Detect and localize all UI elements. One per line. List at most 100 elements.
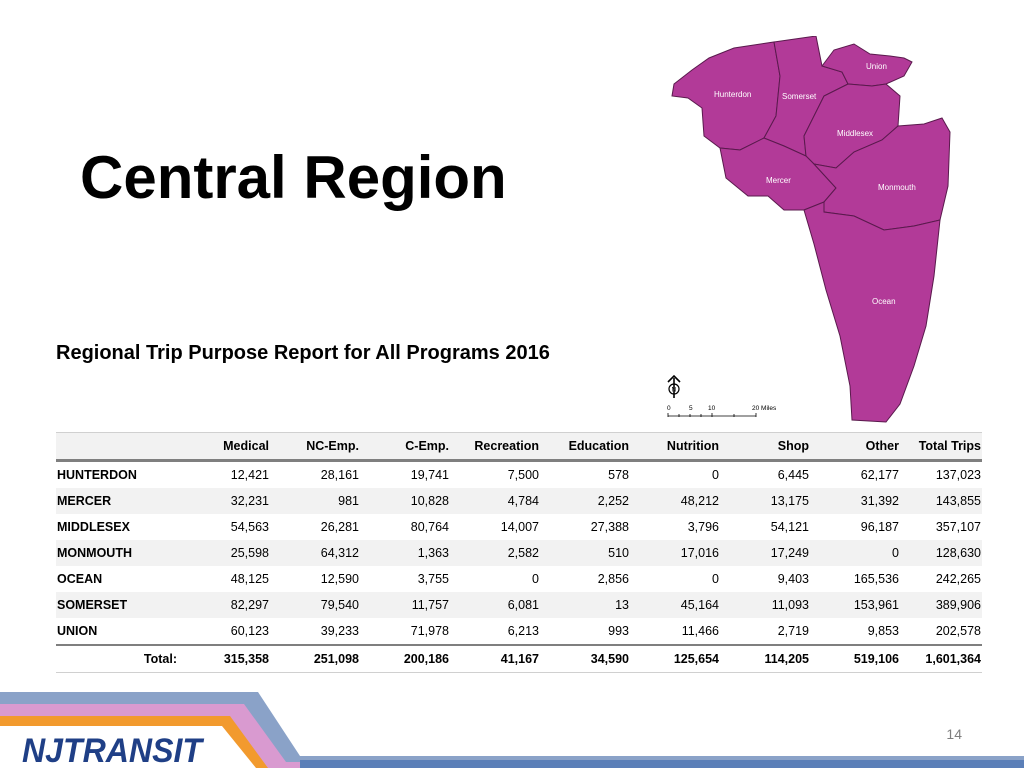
- table-cell: 143,855: [900, 488, 982, 514]
- table-cell: 993: [608, 624, 629, 638]
- map-label-mercer: Mercer: [766, 176, 791, 185]
- table-cell: 357,107: [935, 520, 981, 534]
- table-cell: 2,719: [777, 624, 809, 638]
- table-cell: 54,121: [770, 520, 809, 534]
- table-cell: 11,093: [720, 592, 810, 618]
- table-cell: 128,630: [900, 540, 982, 566]
- table-cell: 0: [810, 540, 900, 566]
- map-label-monmouth: Monmouth: [878, 183, 916, 192]
- table-cell: 62,177: [860, 468, 899, 482]
- county-cell: HUNTERDON: [57, 468, 137, 482]
- table-cell: 96,187: [860, 520, 899, 534]
- table-cell: 4,784: [450, 488, 540, 514]
- column-header-total-trips: Total Trips: [900, 432, 982, 462]
- table-cell: 80,764: [410, 520, 449, 534]
- county-cell: SOMERSET: [56, 592, 178, 618]
- table-row: HUNTERDON 12,421 28,161 19,741 7,500 578…: [56, 461, 982, 489]
- table-cell: 11,757: [360, 592, 450, 618]
- table-cell: 28,161: [320, 468, 359, 482]
- column-header-nutrition: Nutrition: [630, 432, 720, 462]
- table-cell: 79,540: [270, 592, 360, 618]
- table-cell: 2,252: [540, 488, 630, 514]
- table-cell: 9,403: [777, 572, 809, 586]
- column-header-education: Education: [540, 432, 630, 462]
- map-label-somerset: Somerset: [782, 92, 817, 101]
- total-cell: 251,098: [270, 644, 360, 673]
- table-cell: 64,312: [270, 540, 360, 566]
- total-cell: 1,601,364: [900, 644, 982, 673]
- scale-tick-5: 5: [689, 405, 693, 412]
- map-label-hunterdon: Hunterdon: [714, 90, 751, 99]
- table-cell: 981: [270, 488, 360, 514]
- table-cell: 6,081: [450, 592, 540, 618]
- table-cell: 45,164: [630, 592, 720, 618]
- column-header-other: Other: [810, 432, 900, 462]
- map-label-union: Union: [866, 62, 887, 71]
- table-cell: 19,741: [410, 468, 449, 482]
- table-cell: 202,578: [935, 624, 981, 638]
- table-cell: 3,796: [687, 520, 719, 534]
- table-cell: 6,213: [507, 624, 539, 638]
- central-region-map: Hunterdon Somerset Union Middlesex Merce…: [664, 36, 964, 426]
- logo-text: NJTRANSIT: [22, 732, 205, 770]
- table-header-row: Medical NC-Emp. C-Emp. Recreation Educat…: [56, 432, 982, 462]
- table-row: OCEAN 48,125 12,590 3,755 0 2,856 0 9,40…: [56, 566, 982, 592]
- table-cell: 26,281: [320, 520, 359, 534]
- county-cell: OCEAN: [57, 572, 103, 586]
- column-header-recreation: Recreation: [450, 432, 540, 462]
- total-cell: 519,106: [810, 644, 900, 673]
- north-arrow-icon: N: [667, 374, 681, 398]
- total-cell: 125,654: [630, 644, 720, 673]
- table-cell: 0: [712, 468, 719, 482]
- table-cell: 12,421: [230, 468, 269, 482]
- map-label-middlesex: Middlesex: [837, 129, 873, 138]
- table-cell: 48,125: [230, 572, 269, 586]
- table-cell: 14,007: [500, 520, 539, 534]
- column-header-county: [56, 432, 178, 462]
- county-cell: MERCER: [56, 488, 178, 514]
- scale-bar: 0 5 10 20 Miles: [667, 405, 777, 417]
- column-header-medical: Medical: [178, 432, 270, 462]
- table-cell: 17,016: [630, 540, 720, 566]
- column-header-nc-emp: NC-Emp.: [270, 432, 360, 462]
- table-cell: 0: [712, 572, 719, 586]
- table-row: MERCER 32,231 981 10,828 4,784 2,252 48,…: [56, 488, 982, 514]
- report-subtitle: Regional Trip Purpose Report for All Pro…: [56, 342, 550, 364]
- trip-purpose-table: Medical NC-Emp. C-Emp. Recreation Educat…: [56, 432, 982, 673]
- table-cell: 6,445: [777, 468, 809, 482]
- page-number: 14: [946, 726, 962, 742]
- table-cell: 17,249: [720, 540, 810, 566]
- table-row: MONMOUTH 25,598 64,312 1,363 2,582 510 1…: [56, 540, 982, 566]
- map-label-ocean: Ocean: [872, 297, 896, 306]
- table-cell: 13: [540, 592, 630, 618]
- table-cell: 165,536: [853, 572, 899, 586]
- county-cell: UNION: [57, 624, 98, 638]
- north-arrow-label: N: [672, 387, 677, 394]
- table-cell: 137,023: [935, 468, 981, 482]
- table-cell: 578: [608, 468, 629, 482]
- table-cell: 54,563: [230, 520, 269, 534]
- table-cell: 12,590: [320, 572, 359, 586]
- table-cell: 242,265: [935, 572, 981, 586]
- total-cell: 41,167: [450, 644, 540, 673]
- table-total-row: Total: 315,358 251,098 200,186 41,167 34…: [56, 644, 982, 673]
- county-cell: MIDDLESEX: [57, 520, 130, 534]
- column-header-shop: Shop: [720, 432, 810, 462]
- table-cell: 510: [540, 540, 630, 566]
- table-cell: 3,755: [417, 572, 449, 586]
- table-cell: 153,961: [810, 592, 900, 618]
- table-row: UNION 60,123 39,233 71,978 6,213 993 11,…: [56, 618, 982, 645]
- table-cell: 11,466: [681, 624, 719, 638]
- table-row: SOMERSET 82,297 79,540 11,757 6,081 13 4…: [56, 592, 982, 618]
- table-cell: 2,856: [597, 572, 629, 586]
- table-cell: 0: [532, 572, 539, 586]
- table-cell: 7,500: [507, 468, 539, 482]
- table-row: MIDDLESEX 54,563 26,281 80,764 14,007 27…: [56, 514, 982, 540]
- table-cell: 48,212: [630, 488, 720, 514]
- table-cell: 31,392: [810, 488, 900, 514]
- table-cell: 1,363: [360, 540, 450, 566]
- table-cell: 27,388: [590, 520, 629, 534]
- total-cell: 114,205: [720, 644, 810, 673]
- scale-tick-0: 0: [667, 405, 671, 412]
- table-cell: 2,582: [450, 540, 540, 566]
